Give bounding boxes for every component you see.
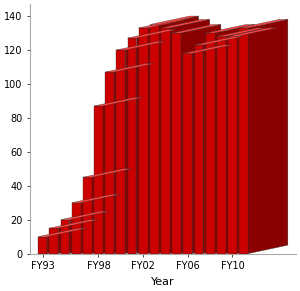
Polygon shape [80,194,120,254]
Polygon shape [148,19,188,254]
Polygon shape [161,19,210,28]
X-axis label: Year: Year [151,277,175,287]
Polygon shape [92,169,132,254]
Polygon shape [192,45,232,254]
Polygon shape [50,220,98,228]
Bar [161,28,170,254]
Polygon shape [170,19,210,254]
Bar [239,28,248,254]
Bar [128,38,136,254]
Polygon shape [83,169,132,177]
Bar [217,36,226,254]
Bar [94,106,103,254]
Bar [50,228,58,254]
Polygon shape [128,30,176,38]
Polygon shape [159,16,199,254]
Polygon shape [195,36,243,45]
Bar [83,177,92,254]
Polygon shape [139,19,188,28]
Polygon shape [125,42,165,254]
Polygon shape [47,228,87,254]
Bar [183,53,192,254]
Polygon shape [206,24,254,33]
Polygon shape [228,28,277,36]
Bar [116,50,125,254]
Bar [228,36,237,254]
Polygon shape [94,97,143,106]
Bar [195,45,203,254]
Polygon shape [150,16,199,24]
Polygon shape [237,28,277,254]
Polygon shape [136,30,176,254]
Polygon shape [172,24,221,33]
Polygon shape [103,97,143,254]
Bar [38,237,47,254]
Polygon shape [114,63,154,254]
Polygon shape [116,42,165,50]
Bar [206,33,214,254]
Polygon shape [214,24,254,254]
Polygon shape [248,19,288,254]
Bar [139,28,148,254]
Polygon shape [61,211,109,220]
Polygon shape [226,28,266,254]
Bar [172,33,181,254]
Polygon shape [181,24,221,254]
Bar [105,72,114,254]
Polygon shape [38,228,87,237]
Polygon shape [72,194,120,203]
Polygon shape [239,19,288,28]
Bar [61,220,69,254]
Polygon shape [105,63,154,72]
Polygon shape [58,220,98,254]
Polygon shape [183,45,232,53]
Polygon shape [69,211,109,254]
Polygon shape [203,36,243,254]
Polygon shape [217,28,266,36]
Bar [150,24,159,254]
Bar [72,203,80,254]
